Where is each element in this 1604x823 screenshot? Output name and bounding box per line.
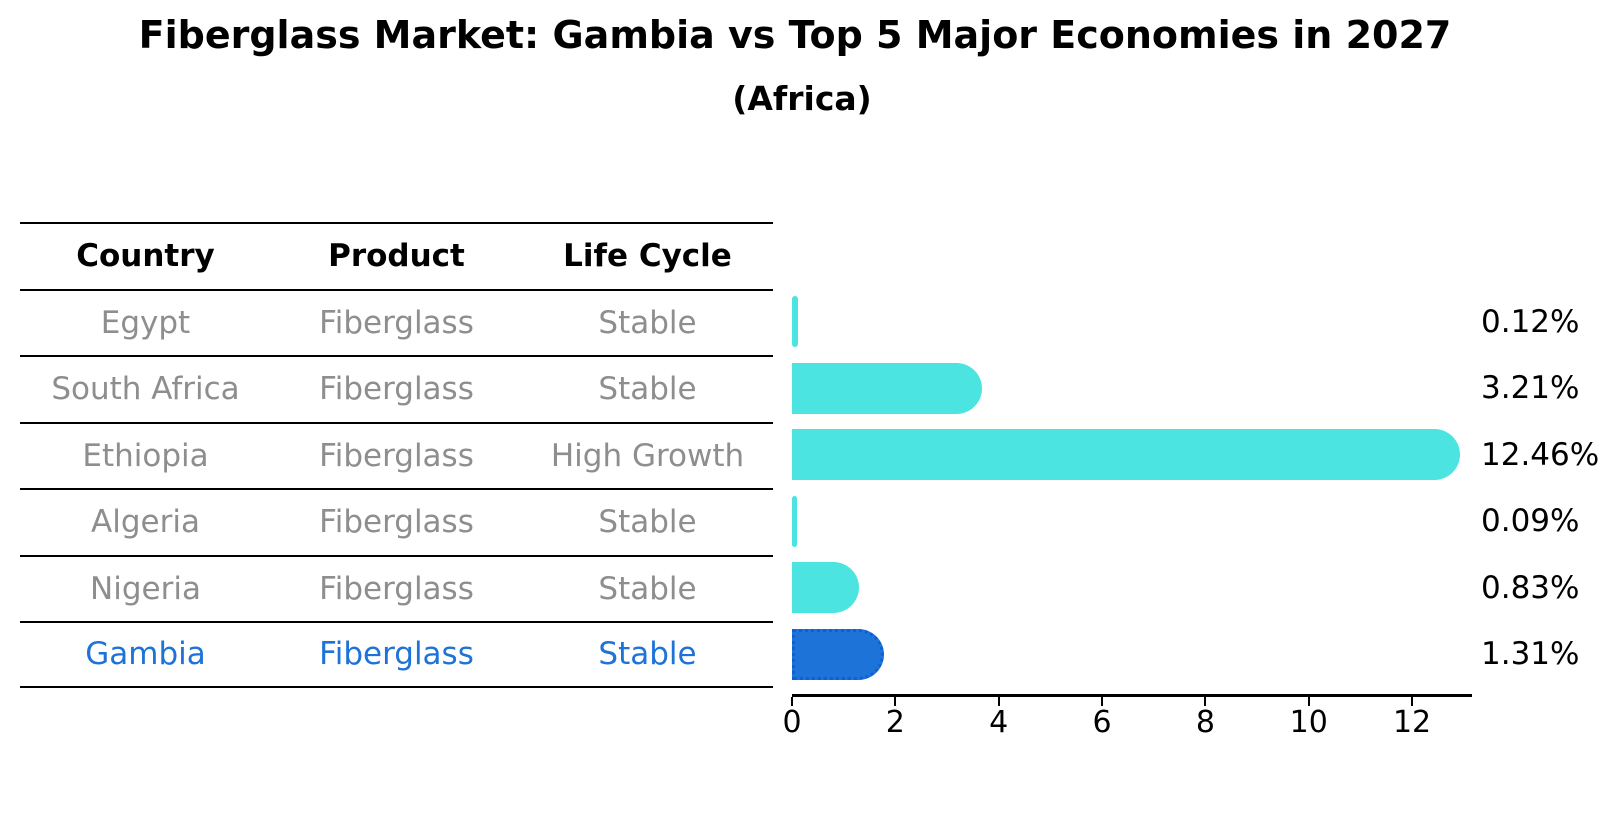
chart-subtitle: (Africa) bbox=[732, 79, 872, 118]
table-cell-country: Nigeria bbox=[90, 570, 201, 607]
x-axis-tick-label: 2 bbox=[885, 705, 905, 740]
table-cell-product: Fiberglass bbox=[319, 304, 474, 341]
x-axis-tick-label: 6 bbox=[1092, 705, 1112, 740]
table-cell-product: Fiberglass bbox=[319, 636, 474, 673]
bar-value-label: 0.09% bbox=[1481, 503, 1580, 540]
table-header-life-cycle: Life Cycle bbox=[563, 238, 732, 275]
bar-row bbox=[792, 621, 1472, 688]
bar bbox=[792, 429, 1460, 480]
table-row: Egypt Fiberglass Stable bbox=[20, 288, 773, 356]
bar-value-label: 3.21% bbox=[1481, 370, 1580, 407]
table-row: Nigeria Fiberglass Stable bbox=[20, 554, 773, 622]
x-axis-tick-mark bbox=[791, 697, 793, 706]
x-axis-tick-mark bbox=[1204, 697, 1207, 706]
bar-row bbox=[792, 555, 1472, 622]
x-axis-tick-label: 0 bbox=[782, 705, 802, 740]
table-cell-country: Algeria bbox=[91, 504, 200, 541]
bar bbox=[792, 296, 799, 347]
table-cell-life-cycle: Stable bbox=[598, 304, 697, 341]
bar-value-label: 12.46% bbox=[1481, 436, 1600, 473]
table-row: Gambia Fiberglass Stable bbox=[20, 621, 773, 688]
table-header-row: Country Product Life Cycle bbox=[20, 222, 773, 289]
table-cell-product: Fiberglass bbox=[319, 371, 474, 408]
x-axis-tick-mark bbox=[1307, 697, 1310, 706]
x-axis-tick-label: 12 bbox=[1392, 705, 1432, 740]
x-axis-tick-mark bbox=[894, 697, 897, 706]
table-cell-country: Egypt bbox=[100, 304, 191, 341]
bar-value-label: 0.83% bbox=[1481, 569, 1580, 606]
table-body: Egypt Fiberglass Stable South Africa Fib… bbox=[20, 288, 773, 688]
table-cell-life-cycle: Stable bbox=[598, 371, 697, 408]
bar-row bbox=[792, 355, 1472, 422]
table-cell-life-cycle: Stable bbox=[598, 504, 697, 541]
country-table: Country Product Life Cycle Egypt Fibergl… bbox=[20, 222, 773, 688]
bar bbox=[792, 362, 982, 414]
x-axis-line bbox=[792, 694, 1472, 697]
table-header-product: Product bbox=[328, 238, 465, 275]
x-axis-tick-label: 8 bbox=[1195, 705, 1215, 740]
table-cell-life-cycle: High Growth bbox=[550, 437, 745, 474]
x-axis-tick-label: 4 bbox=[989, 705, 1009, 740]
bar-row bbox=[792, 289, 1472, 356]
table-cell-product: Fiberglass bbox=[319, 504, 474, 541]
x-axis-tick-mark bbox=[1411, 697, 1414, 706]
table-row: Algeria Fiberglass Stable bbox=[20, 488, 773, 555]
table-header-country: Country bbox=[76, 238, 215, 275]
bar bbox=[792, 495, 797, 547]
table-cell-life-cycle: Stable bbox=[598, 636, 697, 673]
x-axis-tick-label: 10 bbox=[1289, 705, 1328, 740]
bar bbox=[792, 628, 884, 680]
table-cell-country: Ethiopia bbox=[82, 437, 209, 474]
bar-row bbox=[792, 488, 1472, 555]
x-axis-tick-mark bbox=[997, 697, 1000, 706]
table-row: Ethiopia Fiberglass High Growth bbox=[20, 421, 773, 489]
bar-value-label: 0.12% bbox=[1481, 303, 1580, 340]
table-cell-product: Fiberglass bbox=[319, 570, 474, 607]
table-cell-country: Gambia bbox=[85, 636, 206, 673]
x-axis-tick-mark bbox=[1101, 697, 1104, 706]
bar-chart bbox=[792, 289, 1472, 688]
bar bbox=[792, 562, 859, 613]
table-cell-life-cycle: Stable bbox=[598, 570, 697, 607]
table-cell-country: South Africa bbox=[51, 371, 240, 408]
bar-row bbox=[792, 422, 1472, 489]
bar-value-label: 1.31% bbox=[1481, 636, 1580, 673]
table-cell-product: Fiberglass bbox=[319, 437, 474, 474]
chart-title: Fiberglass Market: Gambia vs Top 5 Major… bbox=[138, 13, 1452, 57]
table-row: South Africa Fiberglass Stable bbox=[20, 355, 773, 422]
